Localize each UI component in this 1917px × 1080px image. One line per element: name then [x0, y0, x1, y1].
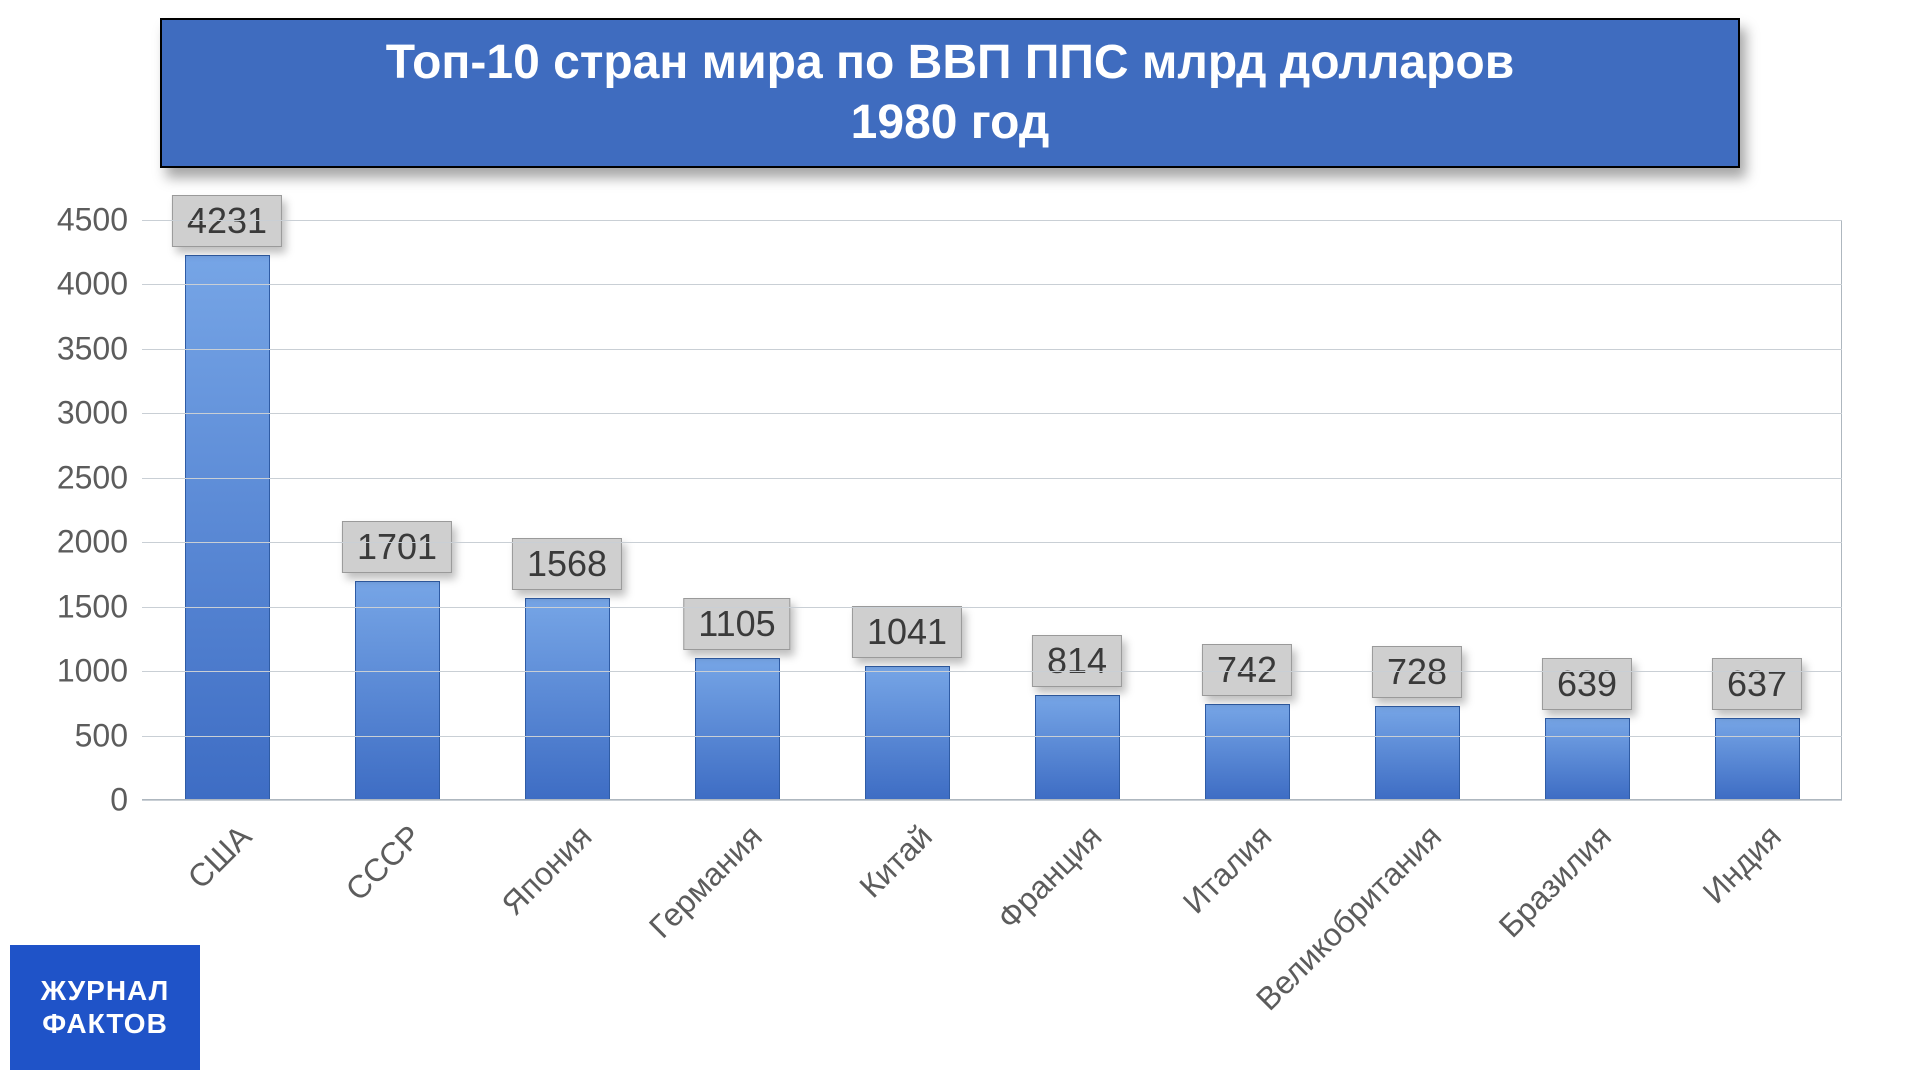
bar	[1545, 718, 1630, 800]
bar	[1375, 706, 1460, 800]
value-badge: 1041	[852, 606, 962, 658]
bar	[1035, 695, 1120, 800]
bar	[1205, 704, 1290, 800]
chart-title-line2: 1980 год	[851, 96, 1050, 149]
ytick-label: 2500	[57, 459, 142, 496]
bar	[865, 666, 950, 800]
value-badge: 1568	[512, 538, 622, 590]
gridline	[142, 284, 1842, 285]
value-badge: 728	[1372, 646, 1462, 698]
ytick-label: 4000	[57, 266, 142, 303]
gridline	[142, 671, 1842, 672]
value-badge: 1105	[683, 598, 790, 650]
plot-area: 42311701156811051041814742728639637 0500…	[142, 220, 1842, 800]
bar	[355, 581, 440, 800]
bar	[525, 598, 610, 800]
logo-badge: ЖУРНАЛ ФАКТОВ	[10, 945, 200, 1070]
gridline	[142, 607, 1842, 608]
xtick-label: СССР	[339, 818, 429, 908]
logo-line2: ФАКТОВ	[42, 1008, 168, 1040]
ytick-label: 0	[110, 782, 142, 819]
bar	[1715, 718, 1800, 800]
gridline	[142, 220, 1842, 221]
xtick-label: США	[181, 818, 259, 896]
gridline	[142, 542, 1842, 543]
ytick-label: 1000	[57, 653, 142, 690]
gridline	[142, 413, 1842, 414]
xtick-label: Италия	[1176, 818, 1279, 921]
gridline	[142, 736, 1842, 737]
ytick-label: 500	[75, 717, 142, 754]
xtick-label: Япония	[494, 818, 599, 923]
bar	[185, 255, 270, 800]
gridline	[142, 478, 1842, 479]
xtick-label: Китай	[852, 818, 939, 905]
value-badge: 639	[1542, 658, 1632, 710]
xtick-label: Индия	[1696, 818, 1789, 911]
ytick-label: 1500	[57, 588, 142, 625]
logo-line1: ЖУРНАЛ	[41, 975, 170, 1007]
value-badge: 1701	[342, 521, 452, 573]
ytick-label: 3500	[57, 330, 142, 367]
gridline	[142, 349, 1842, 350]
xtick-label: Бразилия	[1492, 818, 1619, 945]
bar	[695, 658, 780, 800]
ytick-label: 2000	[57, 524, 142, 561]
chart-title-line1: Топ-10 стран мира по ВВП ППС млрд доллар…	[386, 36, 1514, 89]
ytick-label: 4500	[57, 202, 142, 239]
chart-title-bar: Топ-10 стран мира по ВВП ППС млрд доллар…	[160, 18, 1740, 168]
xtick-label: Германия	[642, 818, 770, 946]
bars-layer: 42311701156811051041814742728639637	[142, 220, 1842, 800]
ytick-label: 3000	[57, 395, 142, 432]
xtick-label: Великобритания	[1249, 818, 1449, 1018]
gridline	[142, 800, 1842, 801]
chart-title-text: Топ-10 стран мира по ВВП ППС млрд доллар…	[386, 33, 1514, 153]
xtick-label: Франция	[990, 818, 1109, 937]
value-badge: 637	[1712, 658, 1802, 710]
value-badge: 814	[1032, 635, 1122, 687]
